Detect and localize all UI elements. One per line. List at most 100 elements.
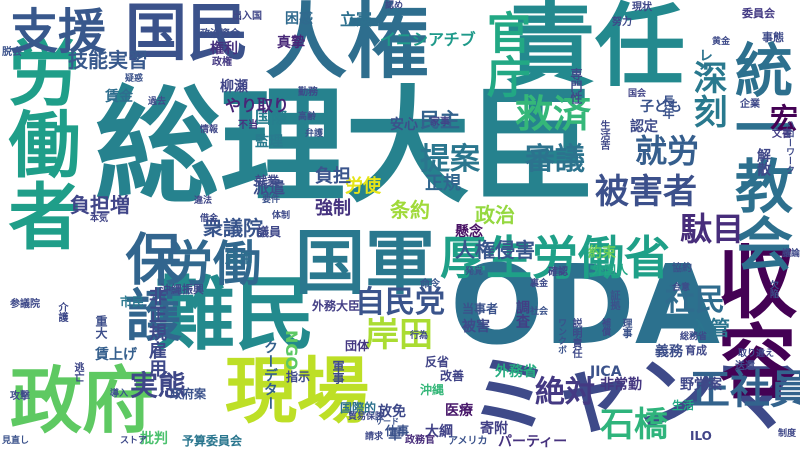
word-seikatsu: 生活 [672,399,694,412]
word-shiji: 指示 [286,370,311,384]
word-futan-zo: 負担増 [70,193,130,217]
word-dame: 駄目 [680,210,745,248]
word-gimu: 義務 [655,344,683,360]
word-shimin: 市民 [120,295,145,309]
word-hansei: 反省 [425,355,450,369]
word-taiko: 大綱 [425,424,453,440]
word-seiken: 政権 [212,57,232,68]
word-uragane: 裏金 [530,279,549,289]
word-konwaku: 困惑 [285,11,313,27]
word-tobo: 逃亡 [72,362,83,382]
word-kancho: 官庁 [479,10,530,98]
word-jinken: 人権 [265,0,430,90]
word-giwaku: 疑惑 [125,74,144,84]
word-anshin: 安心 [390,117,418,133]
word-higai: 被害 [462,319,490,335]
word-kogeki: 攻撃 [10,391,30,402]
word-nintei: 認定 [630,119,658,135]
word-koi: 行為 [410,331,429,341]
word-gino-jisshu: 技能実習 [68,48,148,72]
word-kokusai: 国際 [255,108,288,127]
word-joho: 情報 [200,125,219,135]
word-gaimusho: 外務省 [495,364,537,380]
word-jica: JICA [590,364,622,380]
word-yanase: 柳瀬 [220,79,248,95]
word-jittai: 実態 [130,369,187,402]
word-korei: 高齢 [298,112,317,122]
word-coup: クーデター [262,340,278,410]
word-hellowork: ハローワーク [784,120,794,174]
word-joyaku: 条約 [390,198,430,222]
word-seido: 制度 [778,429,797,439]
word-shamin: 社民 [665,283,725,318]
word-kenen: 懸念 [455,224,483,240]
word-iryo: 医療 [445,403,473,419]
word-somusho: 総務省 [680,332,708,342]
word-seimukan: 政務官 [405,435,435,446]
word-ogon: 黄金 [712,37,731,47]
word-jitai: 事態 [762,31,784,44]
word-sekinin: 責任 [505,0,685,99]
word-honki: 本気 [90,214,109,224]
word-jinken-shingai: 人権侵害 [455,238,535,262]
word-seishain: 正社員 [690,367,800,413]
word-rodo: 労働 [165,236,262,292]
word-hogo: 保護 [116,230,181,342]
word-tojisha: 当事者 [462,302,499,316]
word-yaritori: やり取り [225,96,290,115]
word-kekkan: 欠陥 [768,280,778,298]
word-rodosha: 労働者 [0,35,80,251]
word-seiji-shikin: 政治資金 [200,29,240,40]
word-seikyu: 請求 [365,432,384,442]
word-nyukan: 入管 [690,316,730,340]
word-seiki: 正規 [425,173,461,194]
word-torichigae: 取り違え [738,349,775,359]
word-futan: 負担 [315,166,351,187]
word-ikusei: 育成 [685,344,707,357]
word-jiminto: 自民党 [355,285,445,320]
word-hiseiki-koyo: 非正規雇用 [146,287,167,377]
word-kokkai: 国会 [628,89,647,99]
word-gunji: 軍事 [331,360,345,384]
word-kinmu: 勤務 [298,87,318,98]
word-haken: 派遣 [253,178,286,197]
word-sokan: 送還 [735,361,755,372]
word-kokusaiteki: 国際的 [340,401,377,415]
word-sangiin: 参議院 [10,299,40,310]
word-kaisan: 解散 [755,148,771,176]
word-shoko: 証拠 [608,290,619,310]
word-shakai: 社会 [530,307,549,317]
word-yoken: 要件 [262,195,281,205]
word-seiji: 政治 [475,203,515,227]
word-chosa: 調査 [514,300,530,328]
word-ilo: ILO [690,429,712,443]
word-bengo: 弁護 [305,129,324,139]
word-homen: 放免 [378,404,406,420]
word-yatoan: 野党案 [680,377,722,393]
word-kokugun: 国軍 [295,222,435,304]
word-kifu: 寄附 [480,421,508,437]
word-teian: 提案 [420,142,480,177]
word-kaizen: 改善 [440,369,465,383]
word-senmonsei: 専門性 [569,68,583,104]
word-kigyo: 企業 [740,99,760,110]
word-hosho: 補償 [600,318,610,336]
word-futo: 不当 [238,120,258,131]
word-ishibashi: 石橋 [600,405,668,445]
word-hijokin: 非常勤 [600,377,642,393]
word-gun: 軍 [388,427,402,443]
word-hakkaku: 発覚 [465,267,484,277]
word-zettai: 絶対 [535,375,595,410]
word-riji: 理事 [620,318,631,338]
word-genjo: 現状 [632,2,652,13]
word-setsumei-sekinin: 説明責任 [570,318,581,358]
word-minshu: 民主 [420,108,460,132]
word-seifuan: 政府案 [170,387,207,401]
word-kaigo: 介護 [56,302,67,322]
word-america: アメリカ [448,436,488,447]
word-bunsho: 文書 [772,129,792,140]
word-shingi: 審議 [525,142,585,177]
word-shakkin: 借金 [200,214,219,224]
word-boeki-hoken: 貿易保険 [348,412,385,422]
word-higaisha: 被害者 [595,172,697,212]
